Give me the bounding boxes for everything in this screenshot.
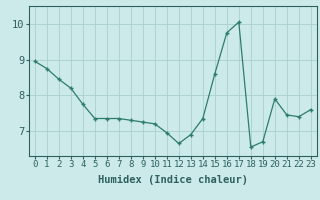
X-axis label: Humidex (Indice chaleur): Humidex (Indice chaleur) bbox=[98, 175, 248, 185]
